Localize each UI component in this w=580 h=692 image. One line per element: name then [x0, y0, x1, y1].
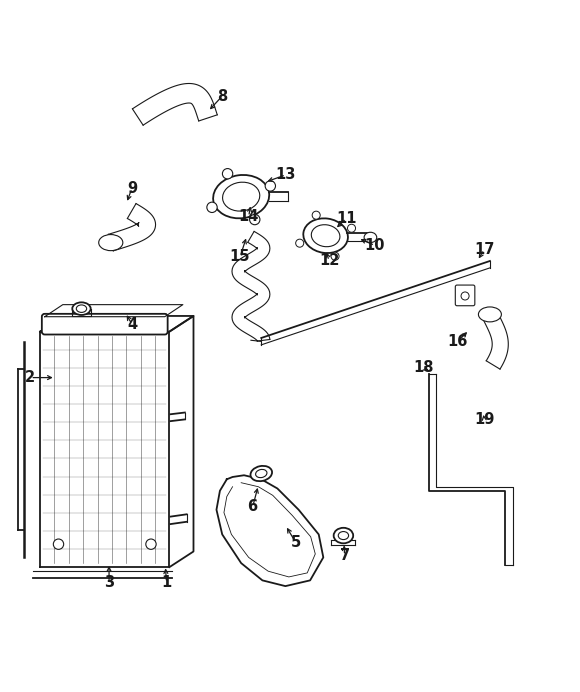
Ellipse shape: [223, 182, 260, 211]
Text: 17: 17: [474, 242, 494, 257]
Circle shape: [347, 224, 356, 233]
Circle shape: [207, 202, 217, 212]
Text: 2: 2: [26, 370, 35, 385]
Text: 7: 7: [339, 548, 350, 563]
Ellipse shape: [77, 305, 86, 312]
Text: 6: 6: [248, 500, 258, 514]
Circle shape: [249, 215, 260, 225]
Circle shape: [265, 181, 276, 191]
FancyBboxPatch shape: [42, 314, 168, 334]
Ellipse shape: [256, 469, 267, 477]
FancyBboxPatch shape: [455, 285, 475, 306]
Ellipse shape: [303, 219, 348, 253]
Circle shape: [312, 211, 320, 219]
Text: 11: 11: [336, 211, 357, 226]
Circle shape: [146, 539, 156, 549]
Ellipse shape: [72, 302, 90, 315]
Text: 1: 1: [161, 575, 172, 590]
Ellipse shape: [251, 466, 272, 481]
Text: 16: 16: [448, 334, 468, 349]
Circle shape: [53, 539, 64, 549]
Text: 18: 18: [413, 361, 433, 375]
Text: 4: 4: [127, 317, 137, 331]
Text: 19: 19: [474, 412, 494, 427]
Text: 15: 15: [230, 249, 251, 264]
Ellipse shape: [99, 235, 123, 251]
Ellipse shape: [338, 531, 349, 540]
Text: 13: 13: [276, 167, 296, 182]
Text: 8: 8: [217, 89, 227, 104]
Circle shape: [296, 239, 304, 247]
Text: 14: 14: [238, 209, 259, 224]
Ellipse shape: [334, 528, 353, 543]
Text: 3: 3: [104, 575, 114, 590]
Text: 10: 10: [365, 238, 385, 253]
Text: 9: 9: [127, 181, 137, 196]
Ellipse shape: [311, 225, 340, 247]
Ellipse shape: [364, 233, 377, 243]
Circle shape: [461, 292, 469, 300]
Text: 5: 5: [291, 535, 301, 550]
Text: 12: 12: [319, 253, 339, 268]
Ellipse shape: [478, 307, 501, 322]
Circle shape: [331, 252, 339, 260]
Ellipse shape: [213, 175, 269, 219]
Circle shape: [222, 169, 233, 179]
